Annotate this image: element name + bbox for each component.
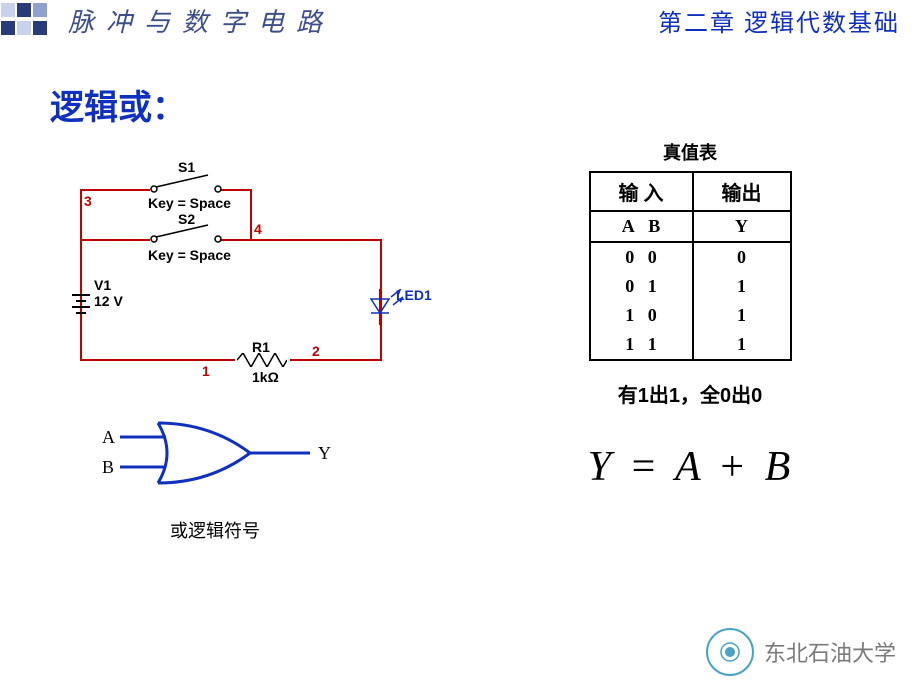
equation: Y = A + B [500,443,880,491]
row1-out: 1 [693,272,791,301]
led-name: LED1 [396,287,432,303]
battery-icon [68,289,94,315]
left-column: S1 Key = Space S2 Key = Space V1 12 V R1… [40,139,470,543]
row0-in: 0 0 [590,242,693,272]
switch2-key: Key = Space [148,247,231,263]
th-y: Y [693,211,791,242]
switch2-name: S2 [178,211,195,227]
th-input: 输 入 [590,172,693,211]
source-name: V1 [94,277,111,293]
th-output: 输出 [693,172,791,211]
eq-op: + [714,444,752,490]
eq-a: A [675,444,702,490]
eq-b: B [765,444,793,490]
node-4: 4 [254,221,262,237]
gate-caption: 或逻辑符号 [170,517,470,543]
logic-rule-text: 有1出1，全0出0 [500,379,880,408]
row3-in: 1 1 [590,330,693,360]
row2-out: 1 [693,301,791,330]
course-title-wrap: 脉冲与数字电路 [0,2,334,39]
row2-in: 1 0 [590,301,693,330]
right-column: 真值表 输 入 输出 A B Y 0 0 0 0 1 1 1 0 [470,139,880,543]
truth-table-caption: 真值表 [500,139,880,165]
eq-eq: = [626,444,664,490]
resistor-name: R1 [252,339,270,355]
resistor-value: 1kΩ [252,369,279,385]
truth-table: 输 入 输出 A B Y 0 0 0 0 1 1 1 0 1 [589,171,792,361]
university-name: 东北石油大学 [764,636,896,668]
deco-icon [0,2,60,38]
th-ab: A B [590,211,693,242]
content-area: S1 Key = Space S2 Key = Space V1 12 V R1… [0,139,920,543]
node-1: 1 [202,363,210,379]
or-gate-icon [110,409,370,499]
row3-out: 1 [693,330,791,360]
col-b: B [648,216,660,236]
node-3: 3 [84,193,92,209]
university-seal-icon [706,628,754,676]
header-bar: 脉冲与数字电路 第二章 逻辑代数基础 [0,0,920,40]
row0-out: 0 [693,242,791,272]
source-value: 12 V [94,293,123,309]
footer: 东北石油大学 [706,628,896,676]
resistor-icon [237,353,287,367]
section-title: 逻辑或： [50,80,920,129]
gate-input-b: B [102,457,114,478]
or-gate-symbol: A B Y [110,409,370,499]
circuit-diagram: S1 Key = Space S2 Key = Space V1 12 V R1… [60,159,420,379]
node-2: 2 [312,343,320,359]
switch-s1-icon [148,173,224,197]
gate-input-a: A [102,427,115,448]
switch1-key: Key = Space [148,195,231,211]
chapter-title: 第二章 逻辑代数基础 [658,3,900,38]
course-title: 脉冲与数字电路 [68,2,334,39]
gate-output-y: Y [318,443,331,464]
col-a: A [622,216,635,236]
row1-in: 0 1 [590,272,693,301]
switch1-name: S1 [178,159,195,175]
eq-lhs: Y [588,444,613,490]
